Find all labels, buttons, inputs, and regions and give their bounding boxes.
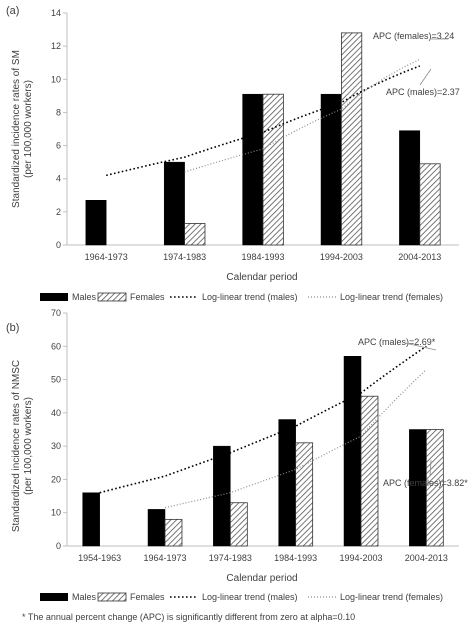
panel-a-legend-swatch-males xyxy=(40,293,68,301)
panel-a-plot-area: 0 2 4 6 8 10 12 14 1964-1973 1974-1983 1984-1993 19… xyxy=(51,8,459,262)
panel-b-legend-label: Females xyxy=(130,592,165,602)
panel-a-x-tick-label: 1974-1983 xyxy=(163,252,206,262)
panel-a-bar-females xyxy=(262,93,284,246)
panel-b-x-tick-label: 1994-2003 xyxy=(339,553,382,563)
panel-a-y-tick-label: 12 xyxy=(51,41,61,51)
panel-a-legend-label: Log-linear trend (females) xyxy=(340,292,443,302)
panel-b-bar-males xyxy=(343,356,362,547)
panel-a-legend-label: Males xyxy=(72,292,97,302)
panel-b-annotation-males: APC (males)=2.69* xyxy=(358,337,436,347)
panel-a-legend-swatch-females xyxy=(97,292,127,302)
panel-a-bar-males xyxy=(242,93,264,246)
panel-b-ylabel-line2: (per 100,000 workers) xyxy=(23,397,34,495)
panel-a-trend-males xyxy=(106,65,421,177)
panel-b-trend-males xyxy=(99,345,427,494)
panel-b-ylabel-line1: Standardized incidence rates of NMSC xyxy=(11,360,22,532)
panel-a-bar-males xyxy=(85,200,107,246)
panel-a-x-tick-label: 2004-2013 xyxy=(398,252,441,262)
panel-b-y-tick-label: 70 xyxy=(51,308,61,318)
panel-a-x-tick-label: 1984-1993 xyxy=(241,252,284,262)
panel-a-bar-males xyxy=(399,130,421,246)
panel-a-chart: (a) Standardized incidence rates of SM (… xyxy=(6,5,460,302)
panel-a-legend-label: Females xyxy=(130,292,165,302)
panel-a-annotation-males: APC (males)=2.37 xyxy=(386,87,460,97)
panel-a-y-tick-label: 2 xyxy=(56,207,61,217)
panel-a-legend-label: Log-linear trend (males) xyxy=(202,292,298,302)
panel-b-bar-females xyxy=(360,395,379,547)
panel-a-ylabel-line2: (per 100,000 workers) xyxy=(23,80,34,178)
panel-b-bar-males xyxy=(147,509,166,547)
panel-b-y-tick-label: 30 xyxy=(51,441,61,451)
panel-b-bar-females xyxy=(229,502,248,547)
panel-b-y-tick-label: 20 xyxy=(51,474,61,484)
panel-a-bar-females xyxy=(419,163,441,246)
footnote: * The annual percent change (APC) is sig… xyxy=(22,612,355,622)
panel-b-bar-females xyxy=(425,429,444,547)
panel-b-bar-females xyxy=(295,442,314,547)
panel-b-legend-swatch-males xyxy=(40,593,68,601)
panel-a-xlabel: Calendar period xyxy=(226,272,297,283)
panel-b-legend-swatch-females xyxy=(97,592,127,602)
panel-b-annotation-females: APC (females)=3.82* xyxy=(383,478,468,488)
panel-a-trend-females xyxy=(184,58,421,173)
panel-b-y-tick-label: 50 xyxy=(51,375,61,385)
panel-b-y-tick-label: 10 xyxy=(51,508,61,518)
panel-a-y-tick-label: 4 xyxy=(56,174,61,184)
panel-b-xlabel: Calendar period xyxy=(226,573,297,584)
panel-b-y-tick-label: 60 xyxy=(51,341,61,351)
panel-a-label: (a) xyxy=(6,5,19,17)
panel-b-x-tick-label: 1984-1993 xyxy=(274,553,317,563)
panel-a-bar-males xyxy=(163,161,185,246)
panel-a-y-tick-label: 8 xyxy=(56,107,61,117)
panel-b-x-tick-label: 1964-1973 xyxy=(143,553,186,563)
panel-a-annotation-males-leader xyxy=(419,68,432,86)
panel-a-y-tick-label: 14 xyxy=(51,8,61,18)
panel-b-bar-females xyxy=(164,518,183,547)
panel-b-label: (b) xyxy=(6,322,19,334)
panel-a-bar-females xyxy=(340,32,363,246)
panel-b-bar-males xyxy=(213,445,231,547)
panel-a-annotation-females: APC (females)=3.24 xyxy=(373,31,454,41)
panel-b-bar-males xyxy=(278,419,296,547)
panel-b-legend: Males Females Log-linear trend (males) Log-… xyxy=(40,592,443,602)
panel-b-chart: (b) Standardized incidence rates of NMSC… xyxy=(6,308,468,602)
panel-a-ylabel-line1: Standardized incidence rates of SM xyxy=(11,50,22,208)
panel-b-y-tick-label: 0 xyxy=(56,541,61,551)
panel-a-x-tick-label: 1994-2003 xyxy=(320,252,363,262)
panel-a-y-tick-label: 6 xyxy=(56,141,61,151)
panel-b-bar-males xyxy=(82,492,100,547)
panel-b-x-tick-label: 2004-2013 xyxy=(405,553,448,563)
panel-b-annotation-females-leader xyxy=(429,459,432,477)
panel-b-annotation-males-leader xyxy=(404,342,437,351)
panel-b-legend-label: Males xyxy=(72,592,97,602)
panel-a-bar-females xyxy=(184,223,206,246)
panel-b-legend-label: Log-linear trend (females) xyxy=(340,592,443,602)
panel-a-y-tick-label: 10 xyxy=(51,74,61,84)
panel-a-x-tick-label: 1964-1973 xyxy=(85,252,128,262)
panel-b-legend-label: Log-linear trend (males) xyxy=(202,592,298,602)
panel-a-legend: Males Females Log-linear trend (males) Log-… xyxy=(40,292,443,302)
panel-b-x-tick-label: 1954-1963 xyxy=(78,553,121,563)
panel-a-y-tick-label: 0 xyxy=(56,240,61,250)
panel-b-y-tick-label: 40 xyxy=(51,408,61,418)
panel-b-x-tick-label: 1974-1983 xyxy=(209,553,252,563)
panel-b-plot-area: 0 10 20 30 40 50 60 70 1954-1963 1964-1973 1974-19… xyxy=(51,308,459,563)
